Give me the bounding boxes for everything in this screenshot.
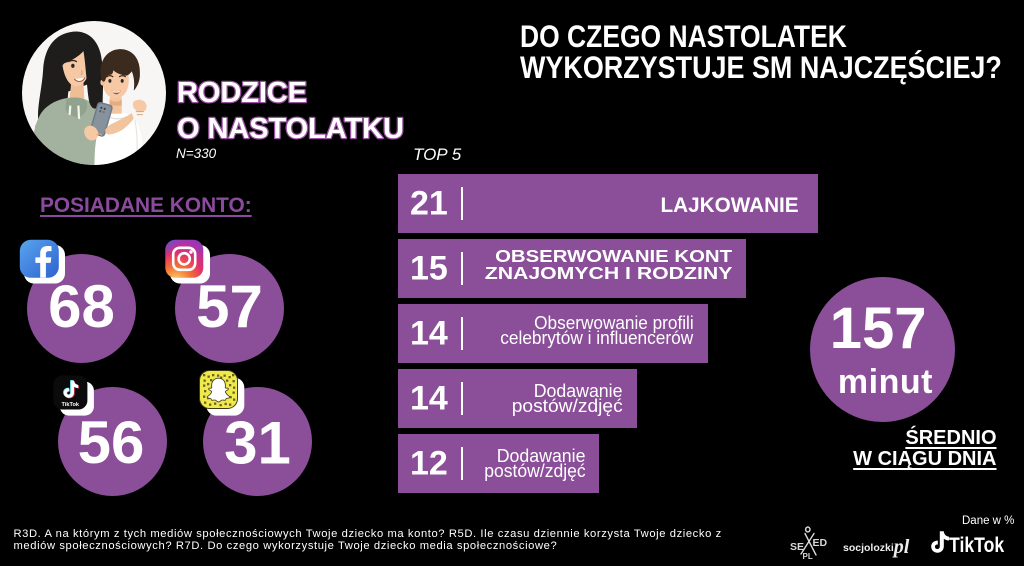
svg-text:TikTok: TikTok: [949, 533, 1004, 557]
svg-text:SE: SE: [790, 541, 804, 553]
svg-text:ED: ED: [813, 537, 828, 549]
svg-text:O NASTOLATKU: O NASTOLATKU: [177, 113, 404, 145]
svg-text:RODZICE: RODZICE: [177, 77, 307, 109]
svg-text:TikTok: TikTok: [61, 402, 79, 408]
svg-text:PL: PL: [803, 552, 813, 561]
